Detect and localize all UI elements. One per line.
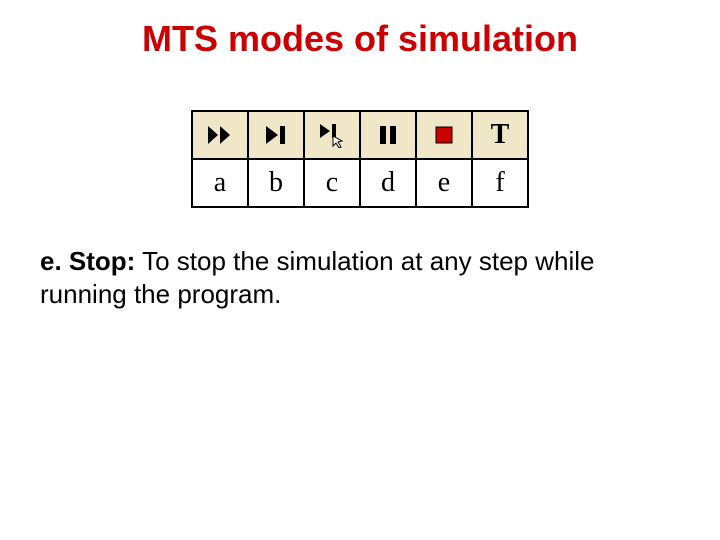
pause-cell[interactable]: [360, 111, 416, 159]
step-cursor-icon: [317, 122, 347, 148]
description-text: e. Stop: To stop the simulation at any s…: [40, 245, 680, 310]
label-b: b: [248, 159, 304, 207]
label-d: d: [360, 159, 416, 207]
label-c: c: [304, 159, 360, 207]
t-cell[interactable]: T: [472, 111, 528, 159]
toolbar-table: T a b c d e f: [191, 110, 529, 208]
label-a: a: [192, 159, 248, 207]
label-f: f: [472, 159, 528, 207]
step-forward-icon: [262, 124, 290, 146]
fast-forward-icon: [206, 124, 234, 146]
step-forward-cell[interactable]: [248, 111, 304, 159]
pause-icon: [376, 124, 400, 146]
fast-forward-cell[interactable]: [192, 111, 248, 159]
stop-icon: [432, 124, 456, 146]
t-icon: T: [491, 119, 510, 150]
stop-cell[interactable]: [416, 111, 472, 159]
step-cursor-cell[interactable]: [304, 111, 360, 159]
page-title: MTS modes of simulation: [0, 18, 720, 60]
label-e: e: [416, 159, 472, 207]
icon-row: T: [192, 111, 528, 159]
description-label: e. Stop:: [40, 246, 135, 276]
label-row: a b c d e f: [192, 159, 528, 207]
